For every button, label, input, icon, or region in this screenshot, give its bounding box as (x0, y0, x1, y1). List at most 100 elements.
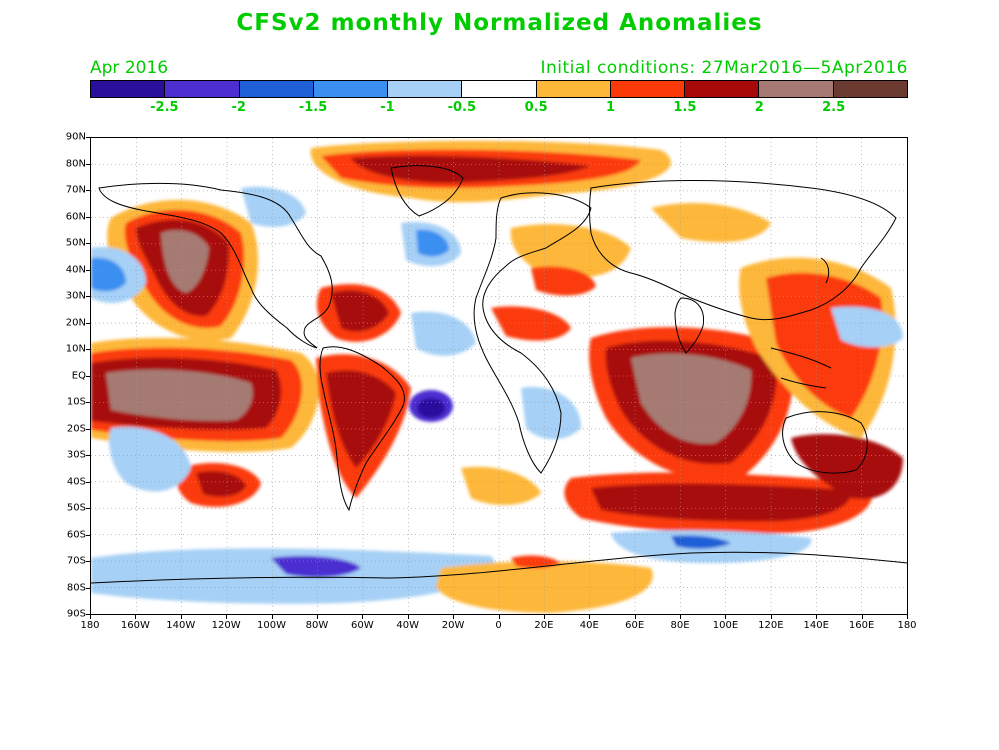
latitude-tick (86, 481, 90, 483)
color-scale-label: 2 (754, 100, 764, 115)
latitude-tick (86, 587, 90, 589)
color-scale-segment (239, 81, 314, 97)
color-scale-bar (90, 80, 908, 98)
color-scale-label: 2.5 (822, 100, 846, 115)
color-scale-label: -0.5 (447, 100, 477, 115)
latitude-label: 70N (65, 184, 86, 196)
latitude-tick (86, 402, 90, 403)
color-scale-label: 1 (606, 100, 616, 115)
forecast-month-label: Apr 2016 (90, 58, 169, 78)
latitude-label: 50S (66, 502, 86, 514)
color-scale-segment (388, 81, 463, 97)
color-scale-segment (685, 81, 760, 97)
longitude-tick (498, 615, 500, 619)
graticule (91, 138, 907, 614)
longitude-label: 40W (396, 620, 420, 631)
latitude-label: 20N (65, 317, 86, 328)
latitude-label: 40N (65, 264, 86, 275)
longitude-tick (770, 615, 772, 619)
longitude-tick (180, 615, 182, 619)
longitude-label: 60W (351, 620, 374, 631)
longitude-tick (816, 615, 818, 619)
latitude-label: 60S (66, 529, 86, 540)
longitude-label: 160W (120, 620, 150, 631)
latitude-tick (86, 614, 90, 615)
latitude-label: 80N (65, 158, 86, 169)
longitude-tick (226, 615, 228, 619)
longitude-tick (725, 615, 727, 619)
longitude-tick (907, 615, 908, 619)
latitude-tick (86, 322, 90, 324)
latitude-tick (86, 508, 90, 509)
color-scale-label: -2 (231, 100, 246, 115)
color-scale-label: -1.5 (298, 100, 328, 115)
latitude-tick (86, 428, 90, 430)
longitude-tick (316, 615, 318, 619)
latitude-tick (86, 349, 90, 350)
color-scale-segment (462, 81, 537, 97)
color-scale-segment (313, 81, 389, 97)
latitude-tick (86, 137, 90, 138)
longitude-label: 160E (848, 620, 875, 631)
map-title: CFSv2 monthly Normalized Anomalies (236, 10, 763, 36)
longitude-tick (90, 615, 91, 619)
longitude-label: 100W (257, 620, 287, 631)
latitude-label: EQ (71, 370, 86, 381)
latitude-tick (86, 375, 90, 377)
color-scale-segment (165, 81, 240, 97)
latitude-tick (86, 561, 90, 562)
latitude-label: 70S (66, 555, 86, 567)
latitude-label: 80S (66, 582, 86, 593)
latitude-label: 50N (65, 237, 86, 249)
longitude-label: 180 (897, 620, 917, 631)
color-scale-segment (833, 81, 907, 97)
latitude-label: 30N (65, 290, 86, 302)
longitude-tick (634, 615, 636, 619)
latitude-tick (86, 216, 90, 218)
longitude-tick (453, 615, 455, 619)
longitude-label: 100E (712, 620, 739, 631)
longitude-label: 60E (625, 620, 645, 631)
color-scale-segment (759, 81, 834, 97)
initial-conditions-label: Initial conditions: 27Mar2016—5Apr2016 (540, 58, 908, 78)
latitude-tick (86, 163, 90, 165)
latitude-tick (86, 455, 90, 456)
latitude-label: 20S (66, 423, 86, 434)
latitude-tick (86, 269, 90, 271)
longitude-label: 120W (211, 620, 241, 631)
longitude-label: 40E (579, 620, 599, 631)
color-scale-label: 0.5 (524, 100, 548, 115)
longitude-tick (589, 615, 591, 619)
latitude-tick (86, 534, 90, 536)
latitude-label: 90N (65, 131, 86, 143)
longitude-label: 180 (80, 620, 100, 631)
longitude-label: 80E (670, 620, 690, 631)
color-scale-segment (91, 81, 166, 97)
latitude-label: 60N (65, 211, 86, 222)
color-scale-label: -1 (380, 100, 395, 115)
longitude-tick (861, 615, 863, 619)
longitude-tick (543, 615, 545, 619)
color-scale-label: 1.5 (673, 100, 697, 115)
latitude-tick (86, 190, 90, 191)
longitude-label: 20W (441, 620, 465, 631)
longitude-label: 0 (495, 620, 502, 631)
longitude-label: 120E (758, 620, 784, 631)
latitude-label: 40S (66, 476, 86, 487)
color-scale-segment (536, 81, 611, 97)
anomaly-map-svg (91, 138, 907, 614)
latitude-label: 10N (65, 343, 86, 355)
latitude-tick (86, 296, 90, 297)
longitude-tick (135, 615, 137, 619)
longitude-label: 140W (166, 620, 196, 631)
color-scale-label: -2.5 (150, 100, 179, 115)
longitude-tick (680, 615, 682, 619)
longitude-tick (362, 615, 364, 619)
latitude-label: 10S (66, 396, 86, 408)
anomaly-map (90, 137, 908, 615)
anomaly-shading (91, 140, 903, 613)
latitude-label: 30S (66, 449, 86, 461)
longitude-tick (271, 615, 273, 619)
longitude-tick (407, 615, 409, 619)
coastlines (91, 165, 907, 584)
